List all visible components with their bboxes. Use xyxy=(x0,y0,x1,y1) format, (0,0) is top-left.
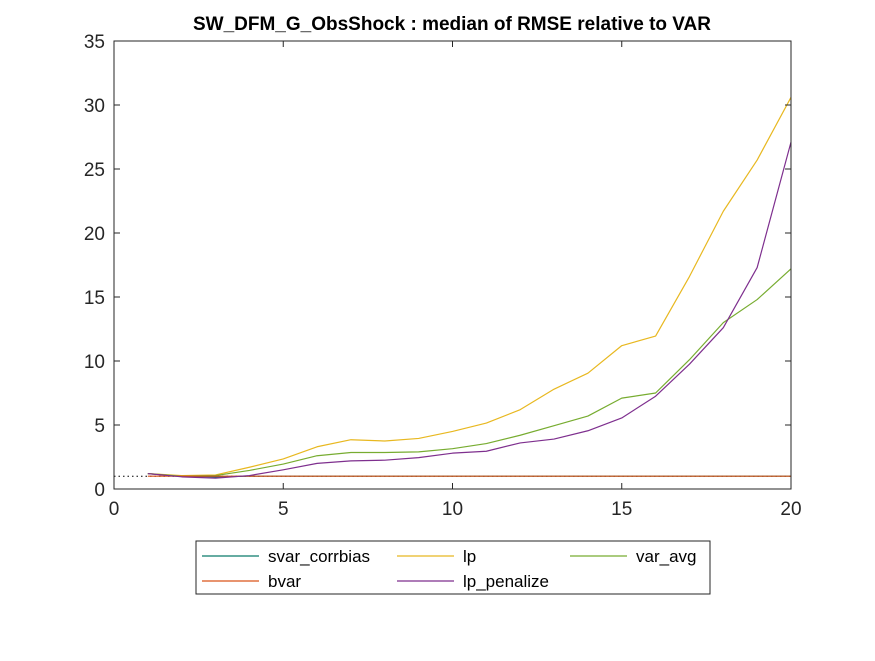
x-tick-label: 0 xyxy=(109,499,120,520)
y-tick-label: 25 xyxy=(84,160,105,181)
legend-entry-lp-penalize-label: lp_penalize xyxy=(463,572,549,591)
y-tick-label: 20 xyxy=(84,224,105,245)
legend-entry-var-avg-label: var_avg xyxy=(636,547,696,566)
axis-layer: 0 5 10 15 20 0 5 10 15 20 25 30 35 xyxy=(84,32,802,520)
x-tick-label: 10 xyxy=(442,499,463,520)
legend-entry-svar-corrbias-label: svar_corrbias xyxy=(268,547,370,566)
y-tick-label: 5 xyxy=(94,416,105,437)
y-tick-label: 35 xyxy=(84,32,105,53)
y-tick-label: 10 xyxy=(84,352,105,373)
plot-area xyxy=(114,41,791,489)
legend-box xyxy=(195,540,711,595)
x-tick-label: 5 xyxy=(278,499,289,520)
series-layer xyxy=(147,97,792,479)
x-tick-label: 20 xyxy=(780,499,801,520)
x-tick-label: 15 xyxy=(611,499,632,520)
series-line-lp-penalize xyxy=(147,141,792,479)
y-tick-label: 0 xyxy=(94,480,105,501)
legend-entry-lp-label: lp xyxy=(463,547,476,566)
y-tick-label: 15 xyxy=(84,288,105,309)
series-line-lp xyxy=(147,97,792,477)
legend-entry-bvar-label: bvar xyxy=(268,572,301,591)
y-tick-label: 30 xyxy=(84,96,105,117)
chart-title: SW_DFM_G_ObsShock : median of RMSE relat… xyxy=(193,14,711,35)
series-line-var-avg xyxy=(147,268,792,477)
